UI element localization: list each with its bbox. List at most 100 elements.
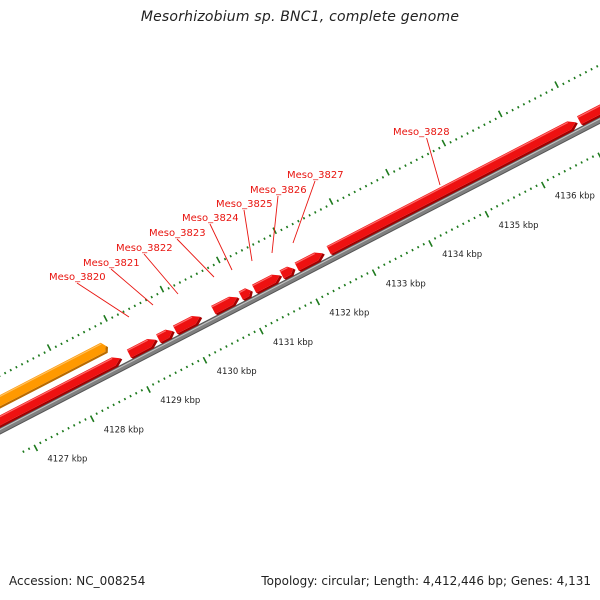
other-strand-feature-track xyxy=(0,342,108,409)
leader-line xyxy=(209,223,233,271)
backbone-highlight xyxy=(0,118,600,431)
gene-block-highlight xyxy=(279,267,288,273)
gene-block-highlight xyxy=(156,330,167,336)
gene-label-meso-3827[interactable]: Meso_3827 xyxy=(287,170,344,181)
minor-tick xyxy=(421,155,424,159)
minor-tick xyxy=(321,295,324,299)
leader-line xyxy=(76,282,130,318)
minor-tick xyxy=(353,190,356,194)
minor-tick xyxy=(184,278,187,281)
minor-tick xyxy=(422,242,425,246)
minor-tick xyxy=(377,266,380,269)
kbp-label-4136: 4136 kbp xyxy=(555,192,595,202)
minor-tick xyxy=(319,208,323,211)
minor-tick xyxy=(174,371,177,375)
minor-tick xyxy=(343,283,347,287)
minor-tick xyxy=(246,246,249,249)
gene-label-meso-3822[interactable]: Meso_3822 xyxy=(116,243,173,254)
minor-tick xyxy=(206,266,210,270)
label-leader-lines xyxy=(76,137,441,318)
kbp-label-4131: 4131 kbp xyxy=(273,338,313,348)
gene-label-meso-3823[interactable]: Meso_3823 xyxy=(149,228,206,239)
major-tick xyxy=(497,110,503,118)
minor-tick xyxy=(535,184,538,188)
minor-tick xyxy=(236,339,239,342)
gene-block-highlight xyxy=(577,105,600,118)
minor-tick xyxy=(168,374,172,378)
minor-tick xyxy=(529,187,533,191)
minor-tick xyxy=(405,251,409,255)
major-tick xyxy=(146,386,151,393)
minor-tick xyxy=(26,360,29,363)
orange-feature-highlight xyxy=(0,343,102,397)
minor-tick xyxy=(473,216,476,220)
minor-tick xyxy=(201,269,204,273)
minor-tick xyxy=(116,313,120,316)
gene-block-shadow xyxy=(283,268,296,280)
orange-feature xyxy=(0,342,106,407)
minor-tick xyxy=(517,105,520,109)
minor-tick xyxy=(586,158,589,161)
minor-tick xyxy=(477,126,480,130)
minor-tick xyxy=(483,123,486,127)
backbone-line xyxy=(0,117,600,434)
minor-tick xyxy=(569,166,572,170)
gene-block-shadow xyxy=(330,122,578,256)
minor-tick xyxy=(60,342,63,346)
minor-tick xyxy=(150,295,153,299)
minor-tick xyxy=(342,196,345,200)
gene-block-shadow xyxy=(177,316,203,335)
gene-block xyxy=(156,329,173,343)
minor-tick xyxy=(450,228,454,231)
minor-tick xyxy=(67,426,70,430)
minor-tick xyxy=(494,117,497,121)
minor-tick xyxy=(309,301,313,305)
minor-tick xyxy=(439,234,442,237)
minor-tick xyxy=(101,409,104,413)
minor-tick xyxy=(563,169,566,173)
minor-tick xyxy=(411,248,414,252)
minor-tick xyxy=(78,421,82,424)
minor-tick xyxy=(297,219,300,223)
gene-block-shadow xyxy=(256,275,283,294)
gene-label-meso-3821[interactable]: Meso_3821 xyxy=(83,258,140,269)
gene-label-meso-3825[interactable]: Meso_3825 xyxy=(216,199,273,210)
minor-tick xyxy=(308,213,311,217)
minor-tick xyxy=(445,231,448,234)
gene-block-highlight xyxy=(211,297,230,308)
minor-tick xyxy=(488,120,492,124)
minor-tick xyxy=(304,304,307,307)
minor-tick xyxy=(268,234,272,238)
minor-tick xyxy=(157,380,160,383)
minor-tick xyxy=(106,406,110,410)
minor-tick xyxy=(370,181,373,185)
minor-tick xyxy=(9,368,12,372)
gene-label-meso-3826[interactable]: Meso_3826 xyxy=(250,185,307,196)
minor-tick xyxy=(495,204,499,208)
minor-tick xyxy=(546,178,550,182)
gene-label-meso-3824[interactable]: Meso_3824 xyxy=(182,213,239,224)
minor-tick xyxy=(456,225,459,229)
gene-label-meso-3820[interactable]: Meso_3820 xyxy=(49,272,106,283)
minor-tick xyxy=(388,260,392,264)
gene-block xyxy=(0,357,120,426)
leader-line xyxy=(426,137,441,186)
minor-tick xyxy=(208,353,211,357)
gene-label-meso-3828[interactable]: Meso_3828 xyxy=(393,127,450,138)
gene-block-highlight xyxy=(238,288,246,294)
kbp-label-4127: 4127 kbp xyxy=(47,455,87,465)
minor-tick xyxy=(507,199,510,202)
minor-tick xyxy=(579,73,582,77)
minor-tick xyxy=(416,245,420,249)
minor-tick xyxy=(398,167,402,170)
gene-block-shadow xyxy=(0,358,123,428)
gene-block-highlight xyxy=(173,316,193,328)
minor-tick xyxy=(552,175,555,179)
genome-summary-text: Topology: circular; Length: 4,412,446 bp… xyxy=(261,574,591,588)
minor-tick xyxy=(71,336,75,340)
minor-tick xyxy=(32,357,35,360)
orange-feature-shadow xyxy=(0,345,108,409)
kbp-label-4128: 4128 kbp xyxy=(104,425,144,435)
minor-tick xyxy=(533,97,537,100)
position-labels: 4127 kbp 4128 kbp 4129 kbp 4130 kbp 4131… xyxy=(47,192,595,465)
